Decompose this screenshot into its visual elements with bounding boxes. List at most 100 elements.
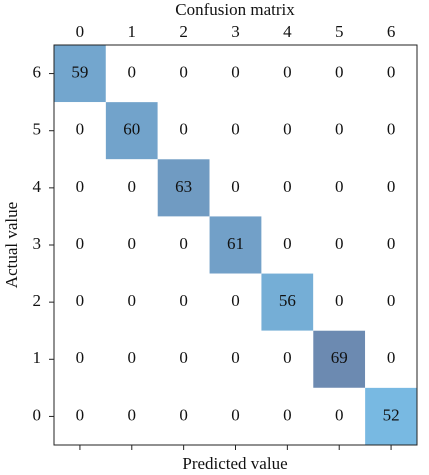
cell: [54, 216, 106, 274]
cell-label: 0: [128, 62, 137, 81]
cell: [313, 102, 366, 160]
cell-label: 60: [123, 120, 140, 139]
cell: [313, 387, 366, 445]
x-tick-label: 1: [128, 22, 137, 41]
cell: [313, 216, 366, 274]
y-axis-label: Actual value: [2, 202, 21, 288]
cell: [54, 387, 106, 445]
cell: [54, 102, 106, 160]
y-tick-label: 6: [33, 62, 42, 81]
cell: [105, 45, 158, 103]
cell-label: 0: [231, 62, 240, 81]
cell-label: 0: [128, 348, 137, 367]
cell: [365, 216, 417, 274]
cell: [313, 45, 366, 103]
cell-label: 0: [335, 62, 344, 81]
cell-label: 0: [76, 234, 85, 253]
cell-label: 0: [128, 291, 137, 310]
cell-label: 0: [387, 177, 396, 196]
cell-label: 0: [179, 120, 188, 139]
y-tick-label: 1: [33, 348, 42, 367]
cell-label: 0: [231, 405, 240, 424]
cell-label: 56: [279, 291, 296, 310]
cell-label: 0: [76, 177, 85, 196]
cell: [157, 159, 210, 217]
cell: [157, 216, 210, 274]
cell-label: 0: [283, 348, 292, 367]
cell-label: 0: [283, 120, 292, 139]
cell: [209, 45, 262, 103]
cell: [105, 216, 158, 274]
cell: [209, 273, 262, 331]
cell-label: 0: [231, 177, 240, 196]
cell: [365, 102, 417, 160]
cell-label: 0: [128, 405, 137, 424]
cell: [313, 159, 366, 217]
cell-label: 0: [387, 291, 396, 310]
cell-label: 0: [387, 348, 396, 367]
chart-title: Confusion matrix: [175, 0, 295, 19]
cell-label: 0: [179, 234, 188, 253]
cell-label: 0: [179, 291, 188, 310]
cell: [313, 273, 366, 331]
cell-label: 0: [335, 291, 344, 310]
cell: [261, 273, 314, 331]
cell: [105, 273, 158, 331]
cell-label: 0: [387, 120, 396, 139]
x-axis-label: Predicted value: [182, 454, 287, 473]
cell: [209, 330, 262, 388]
cell: [157, 387, 210, 445]
cell: [365, 387, 417, 445]
cell-label: 0: [231, 120, 240, 139]
cell-label: 0: [128, 234, 137, 253]
cell-label: 0: [335, 405, 344, 424]
cell: [157, 330, 210, 388]
cell-label: 0: [387, 62, 396, 81]
y-tick-label: 0: [33, 405, 42, 424]
cell: [261, 102, 314, 160]
cell-label: 0: [76, 291, 85, 310]
cell: [209, 102, 262, 160]
cell: [209, 387, 262, 445]
x-tick-label: 0: [76, 22, 85, 41]
cell: [157, 273, 210, 331]
cell-label: 52: [383, 405, 400, 424]
cell-label: 0: [387, 234, 396, 253]
cell-label: 0: [76, 348, 85, 367]
cell-label: 63: [175, 177, 192, 196]
cell: [105, 387, 158, 445]
cell: [209, 216, 262, 274]
cell: [54, 45, 106, 103]
x-tick-label: 6: [387, 22, 396, 41]
cell: [157, 102, 210, 160]
cell: [261, 216, 314, 274]
cell: [105, 102, 158, 160]
cell-label: 0: [179, 348, 188, 367]
cell-label: 61: [227, 234, 244, 253]
y-tick-label: 3: [33, 234, 42, 253]
cell: [209, 159, 262, 217]
cell: [365, 45, 417, 103]
cell: [105, 330, 158, 388]
cell-label: 0: [283, 405, 292, 424]
x-tick-label: 3: [231, 22, 240, 41]
cell: [365, 159, 417, 217]
cell-label: 0: [179, 405, 188, 424]
cell-label: 69: [331, 348, 348, 367]
cell-label: 0: [335, 234, 344, 253]
cell: [54, 330, 106, 388]
cell: [313, 330, 366, 388]
cell-label: 59: [71, 62, 88, 81]
cell: [105, 159, 158, 217]
cell-label: 0: [76, 405, 85, 424]
cell-label: 0: [283, 234, 292, 253]
cell-label: 0: [76, 120, 85, 139]
cell-label: 0: [283, 62, 292, 81]
cell-label: 0: [283, 177, 292, 196]
cell: [54, 159, 106, 217]
cell: [261, 387, 314, 445]
cell-label: 0: [128, 177, 137, 196]
y-tick-label: 2: [33, 291, 42, 310]
cell-label: 0: [179, 62, 188, 81]
